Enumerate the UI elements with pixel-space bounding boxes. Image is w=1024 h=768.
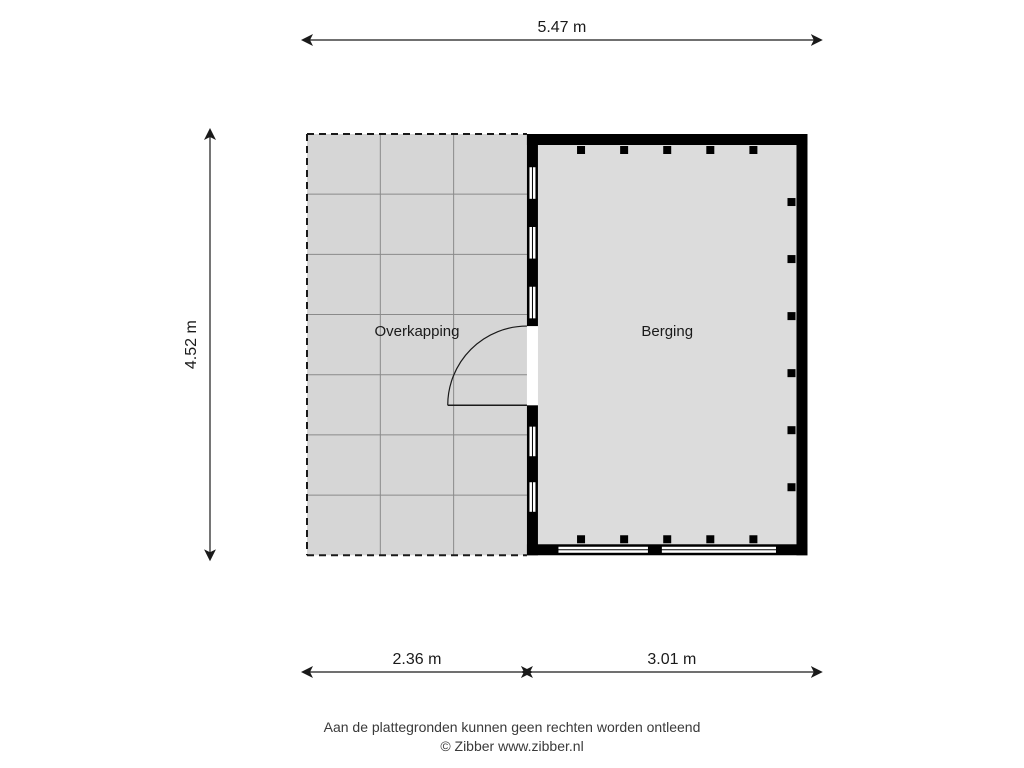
berging-label: Berging [641,323,693,340]
disclaimer-footer: Aan de plattegronden kunnen geen rechten… [0,718,1024,756]
svg-text:2.36 m: 2.36 m [393,651,442,668]
floor-plan-stage: Overkapping Berging 5.47 m 4.52 m 2.36 m 3.01… [0,0,1024,768]
floor-plan-svg: Overkapping Berging 5.47 m 4.52 m 2.36 m 3.01… [0,0,1024,768]
berging-area [538,145,797,544]
svg-text:5.47 m: 5.47 m [537,19,586,36]
svg-text:4.52 m: 4.52 m [183,320,200,369]
disclaimer-line1: Aan de plattegronden kunnen geen rechten… [324,719,701,735]
overkapping-label: Overkapping [374,323,459,340]
overkapping-area [307,134,527,555]
disclaimer-line2: © Zibber www.zibber.nl [440,738,583,754]
svg-text:3.01 m: 3.01 m [647,651,696,668]
